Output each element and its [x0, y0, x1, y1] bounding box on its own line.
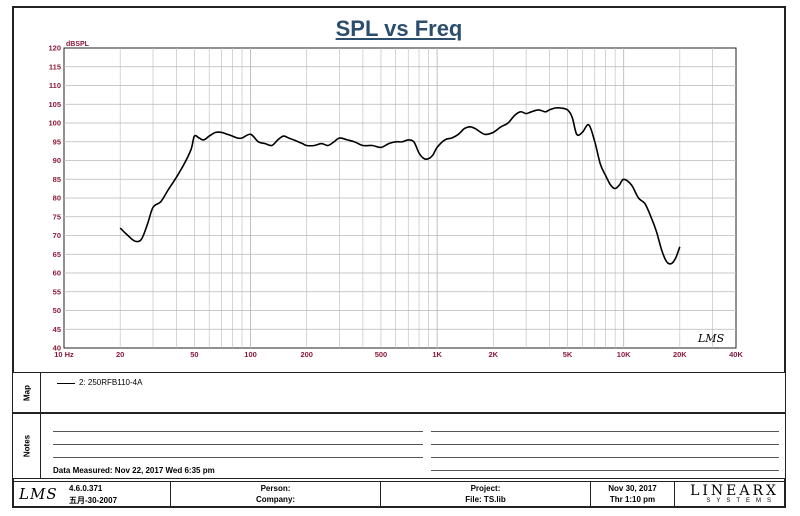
y-tick-label: 55	[53, 287, 61, 296]
legend-section: Map 2: 250RFB110-4A	[12, 372, 786, 413]
linearx-logo: LINEARX	[690, 483, 779, 499]
y-tick-labels: 40 45 50 55 60 65 70 75 80 85 90 95 100 105 110 115 120	[48, 44, 61, 353]
spl-plot: 404550556065707580859095100105110115120 …	[48, 41, 743, 359]
y-tick-label: 100	[48, 119, 61, 128]
x-tick-label: 5K	[563, 350, 573, 359]
map-label: Map	[13, 373, 41, 412]
notes-label: Notes	[13, 414, 41, 478]
legend-entry: 2: 250RFB110-4A	[79, 378, 143, 387]
y-tick-label: 70	[53, 231, 61, 240]
note-line	[431, 457, 779, 458]
legend-line-swatch	[57, 383, 75, 384]
y-tick-label: 85	[53, 175, 61, 184]
x-tick-label: 10K	[617, 350, 631, 359]
company-label: Company:	[255, 495, 296, 504]
note-line	[53, 457, 423, 458]
note-line	[431, 444, 779, 445]
y-tick-label: 75	[53, 212, 61, 221]
note-line	[431, 431, 779, 432]
y-axis-label: dBSPL	[66, 41, 90, 48]
y-tick-label: 95	[53, 137, 61, 146]
series-line	[119, 106, 681, 265]
file-label: File: TS.lib	[465, 495, 506, 504]
build-date-text: 五月-30-2007	[69, 496, 118, 505]
x-tick-label: 200	[300, 350, 313, 359]
footer-date-cell: Nov 30, 2017 Thr 1:10 pm	[591, 482, 675, 506]
y-tick-label: 50	[53, 306, 61, 315]
notes-section: Notes Data Measured: Nov 22, 2017 Wed 6:…	[12, 413, 786, 479]
y-tick-label: 90	[53, 156, 61, 165]
project-label: Project:	[470, 484, 501, 493]
y-tick-label: 110	[49, 81, 61, 90]
x-tick-label: 500	[375, 350, 388, 359]
y-tick-label: 40	[53, 344, 61, 353]
y-tick-label: 115	[49, 62, 61, 71]
x-tick-label: 50	[190, 350, 198, 359]
y-tick-label: 65	[53, 250, 61, 259]
person-label: Person:	[260, 484, 291, 493]
y-tick-label: 45	[53, 325, 61, 334]
grid	[64, 48, 736, 348]
x-tick-label: 20	[116, 350, 124, 359]
x-tick-label: 2K	[488, 350, 498, 359]
chart-title: SPL vs Freq	[335, 16, 463, 41]
footer-bar: LMS 4.6.0.371 五月-30-2007 Person: Company…	[12, 481, 786, 507]
y-tick-label: 105	[48, 100, 61, 109]
x-tick-label: 40K	[729, 350, 743, 359]
x-tick-label: 100	[244, 350, 257, 359]
y-tick-label: 60	[53, 269, 61, 278]
note-line	[53, 444, 423, 445]
x-tick-label: 1K	[432, 350, 442, 359]
footer-version-cell: LMS 4.6.0.371 五月-30-2007	[13, 482, 171, 506]
footer-person-cell: Person: Company:	[171, 482, 381, 506]
version-text: 4.6.0.371	[69, 484, 103, 493]
lms-logo: LMS	[19, 485, 58, 503]
x-tick-label: 20K	[673, 350, 687, 359]
y-tick-label: 120	[48, 44, 61, 53]
x-tick-labels: 10 Hz 20 50 100 200 500 1K 2K 5K 10K 20K 40K	[54, 350, 743, 359]
footer-project-cell: Project: File: TS.lib	[381, 482, 591, 506]
date-text: Nov 30, 2017	[608, 484, 657, 493]
note-line	[53, 431, 423, 432]
note-line	[431, 470, 779, 471]
linearx-logo-sub: SYSTEMS	[706, 498, 777, 504]
time-text: Thr 1:10 pm	[609, 495, 656, 504]
y-tick-label: 80	[53, 194, 61, 203]
lms-watermark: LMS	[697, 332, 725, 345]
data-measured-text: Data Measured: Nov 22, 2017 Wed 6:35 pm	[53, 466, 215, 475]
x-tick-label: 10 Hz	[54, 350, 74, 359]
